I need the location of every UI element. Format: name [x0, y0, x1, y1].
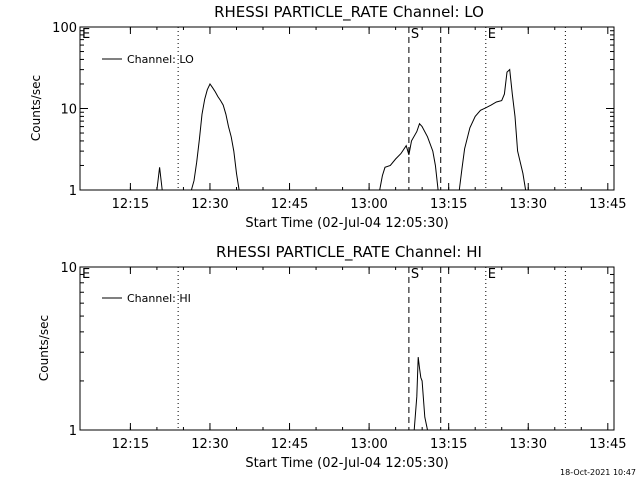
plot-frame: [79, 266, 615, 431]
footer-timestamp: 18-Oct-2021 10:47: [560, 468, 636, 477]
x-tick-label: 13:15: [430, 437, 467, 452]
x-tick-label: 13:00: [350, 437, 387, 452]
series-line: [190, 83, 240, 191]
x-tick-label: 12:30: [191, 437, 228, 452]
legend-label: Channel: HI: [127, 292, 191, 305]
x-tick-label: 13:15: [430, 197, 467, 212]
series-line: [156, 167, 163, 191]
series-line: [379, 122, 439, 191]
legend: Channel: LO: [102, 53, 194, 66]
event-marker-label: E: [488, 27, 496, 42]
event-marker-label: E: [82, 267, 90, 282]
y-tick-label: 10: [60, 103, 77, 118]
x-tick-label: 13:45: [589, 197, 626, 212]
x-tick-label: 13:45: [589, 437, 626, 452]
x-tick-label: 12:15: [112, 437, 149, 452]
x-axis-label: Start Time (02-Jul-04 12:05:30): [245, 456, 448, 471]
y-axis-label: Counts/sec: [29, 75, 43, 141]
x-axis-label: Start Time (02-Jul-04 12:05:30): [245, 216, 448, 231]
legend-label: Channel: LO: [127, 53, 194, 66]
y-tick-label: 10: [60, 261, 77, 276]
x-tick-label: 13:00: [350, 197, 387, 212]
x-tick-label: 13:30: [510, 197, 547, 212]
x-tick-label: 12:45: [271, 197, 308, 212]
chart-panel-hi: RHESSI PARTICLE_RATE Channel: HI 12:15 12…: [37, 243, 627, 471]
x-tick-label: 12:30: [191, 197, 228, 212]
chart-title: RHESSI PARTICLE_RATE Channel: LO: [214, 3, 484, 22]
series-line: [413, 357, 428, 431]
series-line: [458, 68, 527, 191]
legend: Channel: HI: [102, 292, 191, 305]
event-marker-label: E: [488, 267, 496, 282]
event-marker-label: S: [411, 27, 419, 42]
chart-panel-lo: RHESSI PARTICLE_RATE Channel: LO 12:15 12…: [29, 3, 627, 231]
x-tick-label: 12:45: [271, 437, 308, 452]
y-tick-label: 1: [69, 424, 77, 439]
event-marker-label: E: [82, 27, 90, 42]
x-tick-label: 12:15: [112, 197, 149, 212]
y-tick-label: 1: [69, 184, 77, 199]
y-axis-label: Counts/sec: [37, 315, 51, 381]
y-tick-label: 100: [52, 21, 77, 36]
x-tick-label: 13:30: [510, 437, 547, 452]
chart-title: RHESSI PARTICLE_RATE Channel: HI: [216, 243, 482, 262]
event-marker-label: S: [411, 267, 419, 282]
